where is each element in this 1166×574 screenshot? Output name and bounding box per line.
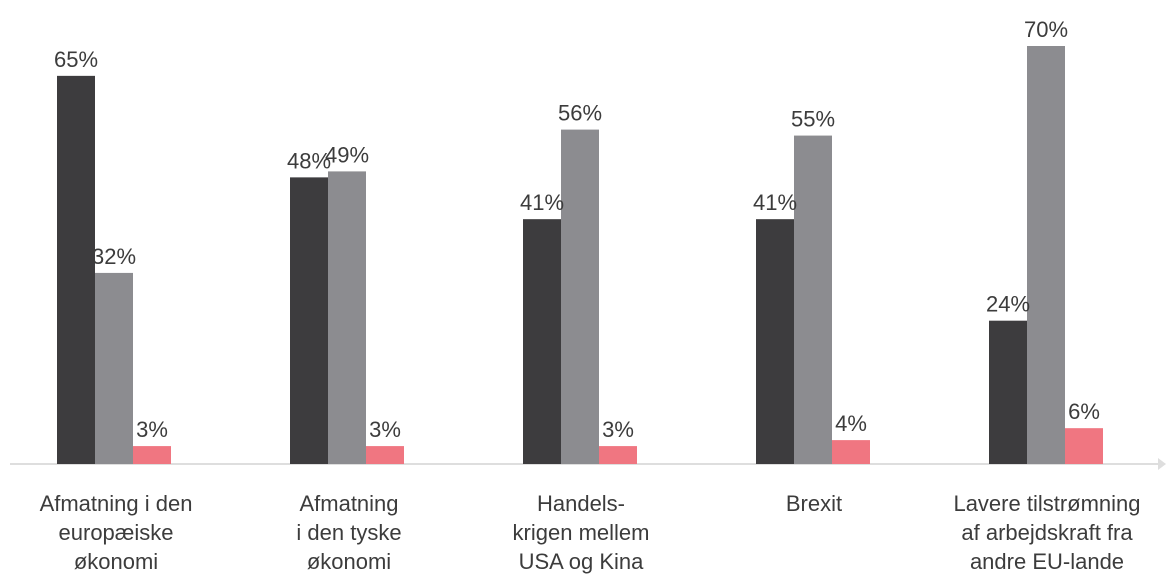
value-label-series1-cat2: 48% [287, 148, 331, 173]
category-label-3: Handels-krigen mellem USA og Kina [513, 491, 650, 574]
value-label-series1-cat4: 41% [753, 190, 797, 215]
value-label-series1-cat1: 65% [54, 47, 98, 72]
category-label-line: USA og Kina [519, 549, 645, 574]
category-label-5: Lavere tilstrømning af arbejdskraft fra an… [953, 491, 1140, 574]
x-axis-arrowhead [1158, 458, 1166, 470]
category-label-line: Handels- [537, 491, 625, 516]
value-labels-group: 65% 48% 41% 41% 24% 32% 49% 56% 55% 70% 3% 3% 3% 4% 6% [54, 17, 1100, 442]
value-label-series2-cat4: 55% [791, 107, 835, 132]
bar-series1-cat5 [989, 320, 1027, 464]
bar-series3-cat3 [599, 446, 637, 464]
bar-series3-cat4 [832, 440, 870, 464]
bar-series2-cat2 [328, 171, 366, 464]
bar-series3-cat2 [366, 446, 404, 464]
bar-series2-cat5 [1027, 46, 1065, 464]
bar-series1-cat2 [290, 177, 328, 464]
category-label-line: økonomi [307, 549, 391, 574]
category-label-line: i den tyske [296, 520, 401, 545]
value-label-series2-cat5: 70% [1024, 17, 1068, 42]
value-label-series1-cat3: 41% [520, 190, 564, 215]
value-label-series2-cat3: 56% [558, 101, 602, 126]
category-label-line: Afmatning [299, 491, 398, 516]
category-label-line: Lavere tilstrømning [953, 491, 1140, 516]
value-label-series3-cat2: 3% [369, 417, 401, 442]
category-label-line: økonomi [74, 549, 158, 574]
category-label-1: Afmatning i den europæiske økonomi [40, 491, 193, 574]
category-label-line: andre EU-lande [970, 549, 1124, 574]
bar-series1-cat4 [756, 219, 794, 464]
bar-series3-cat1 [133, 446, 171, 464]
value-label-series3-cat5: 6% [1068, 399, 1100, 424]
value-label-series3-cat4: 4% [835, 411, 867, 436]
category-label-line: Brexit [786, 491, 842, 516]
value-label-series2-cat1: 32% [92, 244, 136, 269]
category-label-2: Afmatning i den tyske økonomi [296, 491, 401, 574]
value-label-series2-cat2: 49% [325, 142, 369, 167]
category-label-line: Afmatning i den [40, 491, 193, 516]
bar-series3-cat5 [1065, 428, 1103, 464]
bar-series2-cat4 [794, 135, 832, 465]
category-label-line: europæiske [59, 520, 174, 545]
bar-series1-cat1 [57, 75, 95, 464]
bar-series2-cat1 [95, 272, 133, 464]
bar-series1-cat3 [523, 219, 561, 464]
value-label-series3-cat1: 3% [136, 417, 168, 442]
category-labels-group: Afmatning i den europæiske økonomiAfmatnin… [40, 491, 1141, 574]
category-label-4: Brexit [786, 491, 842, 516]
value-label-series3-cat3: 3% [602, 417, 634, 442]
category-label-line: krigen mellem [513, 520, 650, 545]
bar-series2-cat3 [561, 129, 599, 464]
category-label-line: af arbejdskraft fra [961, 520, 1133, 545]
bars-group [57, 46, 1103, 465]
value-label-series1-cat5: 24% [986, 292, 1030, 317]
